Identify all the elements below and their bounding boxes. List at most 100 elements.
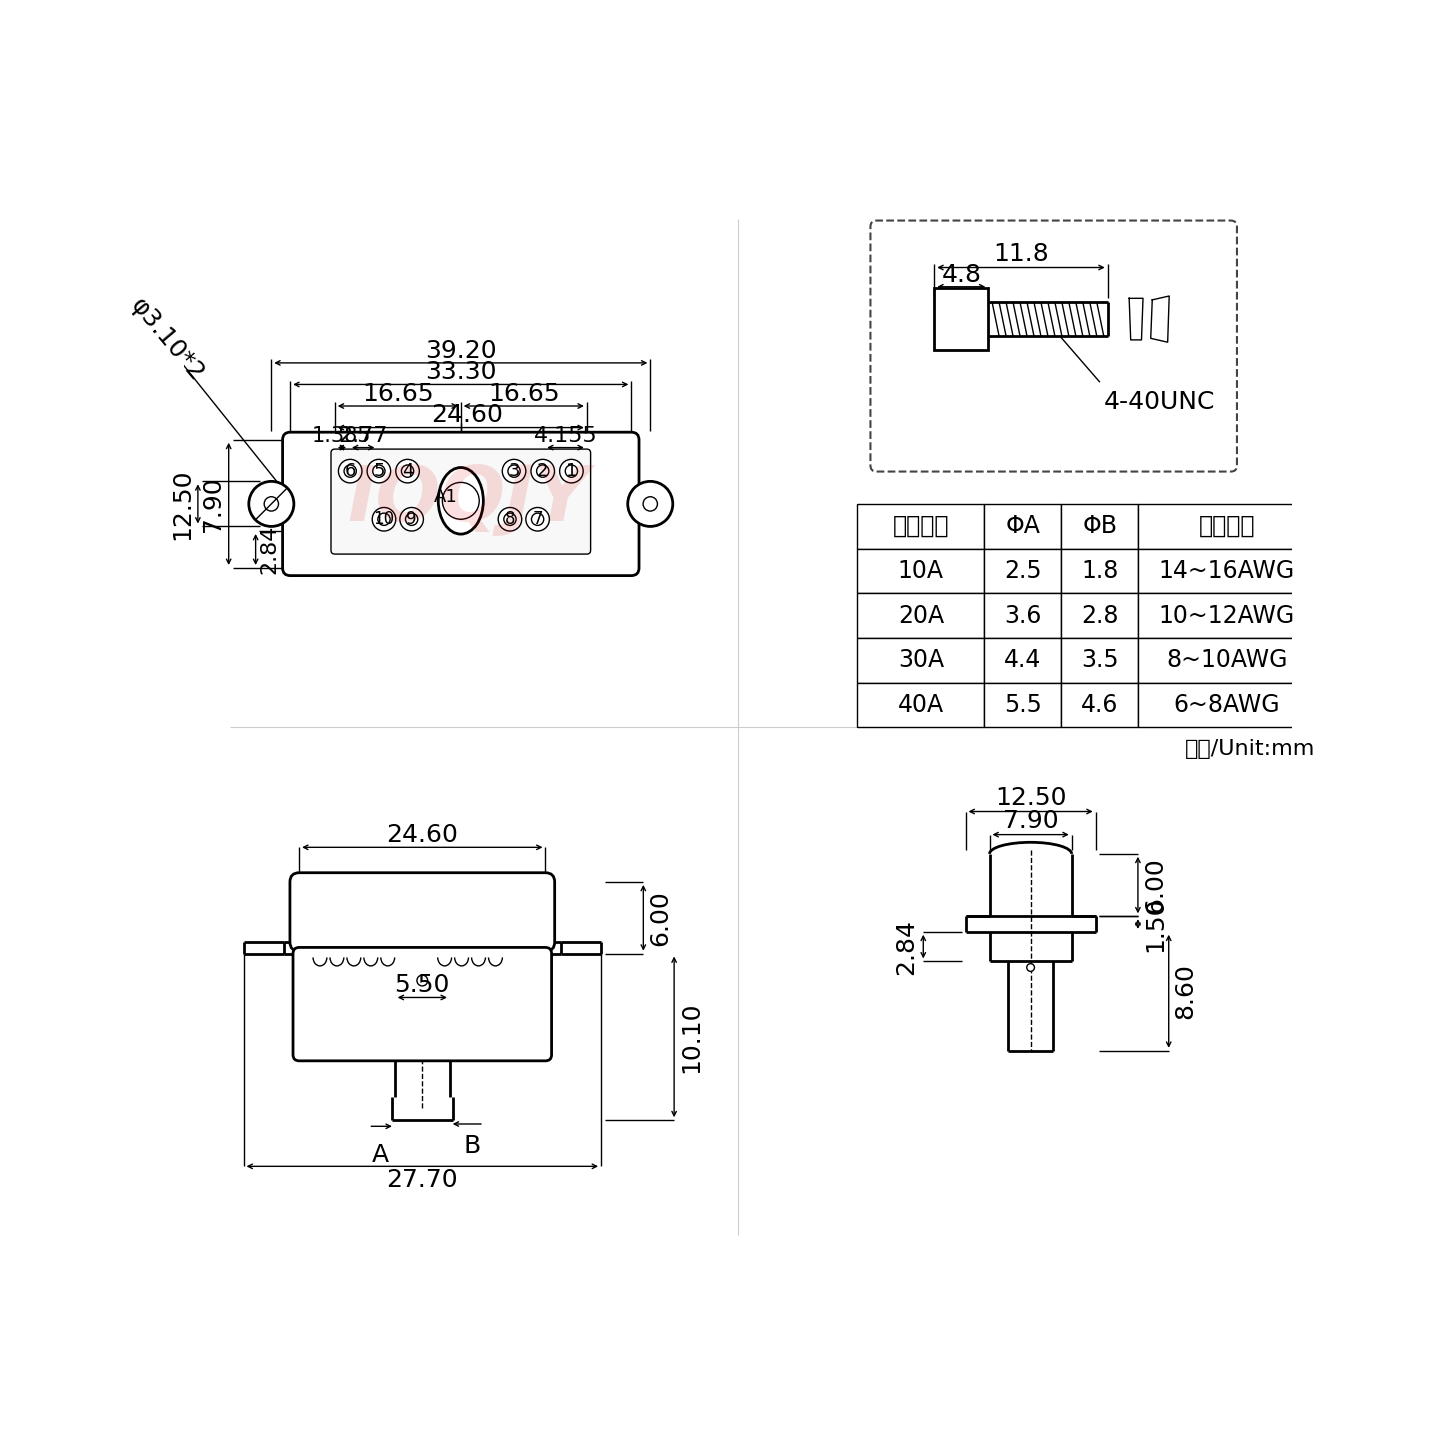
- Circle shape: [526, 507, 550, 531]
- Bar: [985, 504, 1061, 549]
- Text: 20A: 20A: [897, 603, 945, 628]
- Text: ΦB: ΦB: [1083, 514, 1117, 539]
- Text: IOQJY: IOQJY: [347, 464, 589, 537]
- Circle shape: [531, 513, 544, 526]
- Bar: [1139, 683, 1316, 727]
- Text: 10A: 10A: [899, 559, 943, 583]
- Text: 8.60: 8.60: [1174, 963, 1198, 1020]
- Text: 4-40UNC: 4-40UNC: [1103, 390, 1215, 413]
- Bar: [1061, 638, 1139, 683]
- Text: 7.90: 7.90: [1002, 809, 1058, 832]
- Text: 8: 8: [504, 510, 516, 528]
- FancyBboxPatch shape: [289, 873, 554, 952]
- Bar: [1139, 504, 1316, 549]
- Circle shape: [628, 481, 672, 527]
- Circle shape: [504, 513, 516, 526]
- Text: A1: A1: [433, 488, 458, 505]
- Text: 4.155: 4.155: [534, 426, 598, 446]
- Circle shape: [498, 507, 521, 531]
- Circle shape: [396, 459, 419, 482]
- Text: 16.65: 16.65: [488, 382, 560, 406]
- Bar: [1061, 549, 1139, 593]
- Circle shape: [344, 465, 356, 477]
- Text: 8~10AWG: 8~10AWG: [1166, 648, 1287, 672]
- Text: A: A: [372, 1143, 389, 1168]
- Text: 3.6: 3.6: [1004, 603, 1041, 628]
- Text: 16.65: 16.65: [361, 382, 433, 406]
- Circle shape: [531, 459, 554, 482]
- Circle shape: [373, 465, 384, 477]
- Circle shape: [442, 482, 480, 520]
- Circle shape: [537, 465, 549, 477]
- Circle shape: [372, 507, 396, 531]
- Circle shape: [644, 497, 658, 511]
- Text: 4.6: 4.6: [1081, 693, 1119, 717]
- Bar: [985, 683, 1061, 727]
- Text: 3.5: 3.5: [1081, 648, 1119, 672]
- Text: 7: 7: [533, 510, 543, 528]
- Text: 1.50: 1.50: [1143, 896, 1166, 952]
- FancyBboxPatch shape: [331, 449, 590, 554]
- Bar: [1061, 504, 1139, 549]
- Text: 24.60: 24.60: [431, 403, 503, 428]
- Bar: [935, 288, 988, 350]
- Bar: [857, 593, 985, 638]
- Text: 5: 5: [373, 462, 384, 480]
- FancyBboxPatch shape: [282, 432, 639, 576]
- Text: 10: 10: [373, 510, 395, 528]
- Text: 2: 2: [537, 462, 549, 480]
- Bar: [1061, 683, 1139, 727]
- Text: 5.50: 5.50: [395, 973, 449, 996]
- Text: 4.8: 4.8: [942, 264, 981, 287]
- Circle shape: [1027, 963, 1034, 972]
- Text: 24.60: 24.60: [386, 824, 458, 847]
- Bar: [1139, 549, 1316, 593]
- Bar: [985, 549, 1061, 593]
- Text: 9: 9: [406, 510, 418, 528]
- Text: 12.50: 12.50: [170, 468, 194, 540]
- Circle shape: [264, 497, 278, 511]
- Text: 10~12AWG: 10~12AWG: [1159, 603, 1295, 628]
- Circle shape: [566, 465, 577, 477]
- Text: 39.20: 39.20: [425, 338, 497, 363]
- Bar: [985, 593, 1061, 638]
- Text: 线材规格: 线材规格: [1198, 514, 1256, 539]
- Text: 单位/Unit:mm: 单位/Unit:mm: [1185, 739, 1316, 759]
- Text: 4.4: 4.4: [1004, 648, 1041, 672]
- Text: 14~16AWG: 14~16AWG: [1159, 559, 1295, 583]
- Circle shape: [249, 481, 294, 527]
- Text: 12.50: 12.50: [995, 786, 1067, 809]
- Text: 3: 3: [508, 462, 520, 480]
- Text: φ3.10*2: φ3.10*2: [125, 294, 209, 386]
- Polygon shape: [1129, 298, 1143, 340]
- Text: 30A: 30A: [897, 648, 945, 672]
- Text: 6.00: 6.00: [648, 890, 672, 946]
- Text: 4: 4: [402, 462, 413, 480]
- Circle shape: [406, 513, 418, 526]
- Bar: [857, 549, 985, 593]
- Circle shape: [418, 975, 428, 986]
- Text: 1.385: 1.385: [312, 426, 372, 446]
- FancyBboxPatch shape: [292, 948, 552, 1061]
- Text: 6: 6: [344, 462, 356, 480]
- Text: 2.77: 2.77: [338, 426, 387, 446]
- Ellipse shape: [438, 468, 484, 534]
- Text: 2.84: 2.84: [259, 524, 279, 575]
- Circle shape: [367, 459, 390, 482]
- Text: 33.30: 33.30: [425, 360, 497, 384]
- Text: 额定电流: 额定电流: [893, 514, 949, 539]
- Text: 11.8: 11.8: [994, 242, 1048, 265]
- Bar: [1061, 593, 1139, 638]
- Text: 2.5: 2.5: [1004, 559, 1041, 583]
- Text: 10.10: 10.10: [680, 1001, 703, 1073]
- Text: 5.5: 5.5: [1004, 693, 1041, 717]
- Text: 1.8: 1.8: [1081, 559, 1119, 583]
- Text: 40A: 40A: [897, 693, 945, 717]
- Text: 2.8: 2.8: [1081, 603, 1119, 628]
- Circle shape: [377, 513, 390, 526]
- Circle shape: [503, 459, 526, 482]
- Text: B: B: [464, 1133, 481, 1158]
- Polygon shape: [1151, 297, 1169, 343]
- Text: 7.90: 7.90: [202, 477, 225, 531]
- Circle shape: [508, 465, 520, 477]
